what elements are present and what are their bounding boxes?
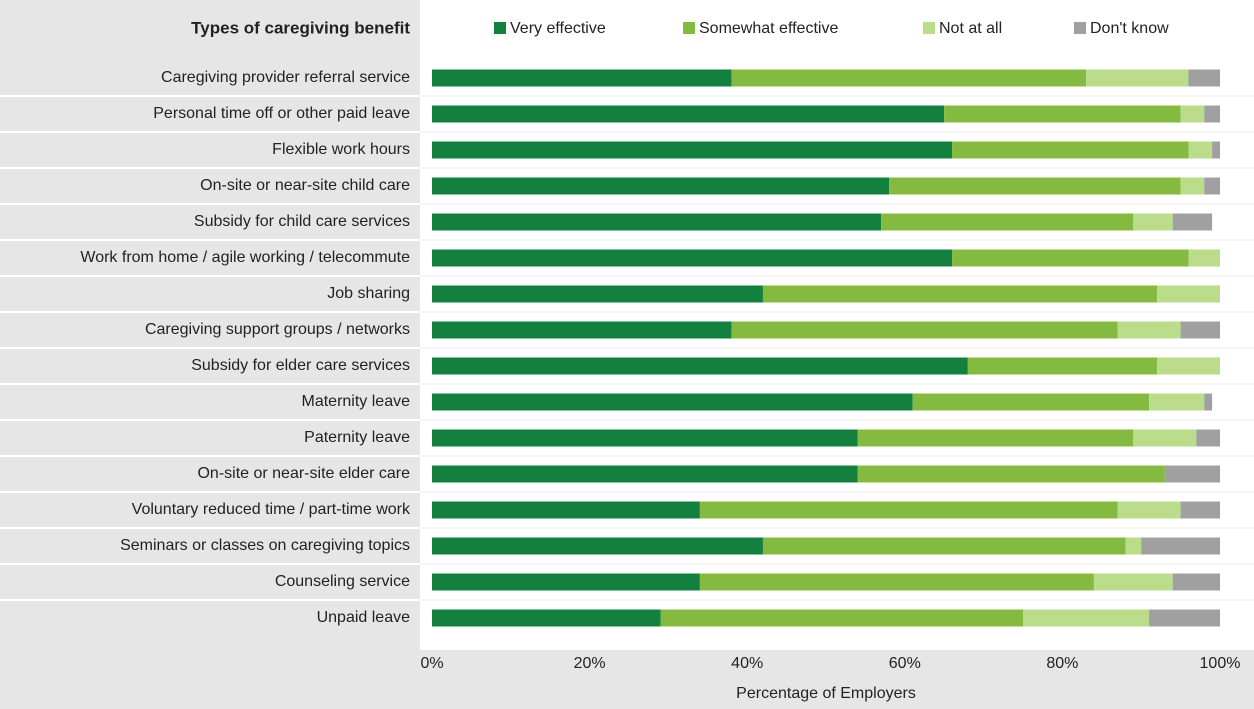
y-tick-label: Counseling service: [275, 573, 410, 590]
bar-segment: [432, 249, 953, 267]
bar-segment: [1180, 177, 1205, 195]
bar-segment: [432, 537, 763, 555]
legend-swatch: [1074, 22, 1086, 34]
bar-segment: [1204, 393, 1213, 411]
y-tick-label: Job sharing: [327, 285, 410, 302]
bar-segment: [432, 321, 732, 339]
y-tick-label: Unpaid leave: [317, 609, 411, 626]
bar-segment: [1172, 213, 1213, 231]
bar-segment: [1164, 465, 1220, 483]
bar-segment: [1188, 69, 1220, 87]
bar-segment: [857, 465, 1165, 483]
bar-segment: [1180, 105, 1205, 123]
bar-segment: [432, 501, 700, 519]
bar-segment: [1156, 285, 1220, 303]
bar-segment: [432, 429, 858, 447]
bar-segment: [1093, 573, 1173, 591]
bar-segment: [699, 573, 1094, 591]
bar-segment: [952, 141, 1189, 159]
bar-segment: [1117, 321, 1181, 339]
y-tick-label: Subsidy for elder care services: [191, 357, 410, 374]
bar-segment: [944, 105, 1181, 123]
bar-segment: [1086, 69, 1189, 87]
y-tick-label: On-site or near-site child care: [200, 177, 410, 194]
bar-segment: [881, 213, 1134, 231]
x-tick-label: 0%: [420, 655, 443, 672]
bar-segment: [1125, 537, 1142, 555]
bar-segment: [1188, 141, 1213, 159]
x-axis-title: Percentage of Employers: [736, 685, 916, 702]
bar-segment: [1180, 501, 1220, 519]
bar-segment: [1149, 609, 1220, 627]
chart-title: Types of caregiving benefit: [191, 18, 410, 37]
bar-segment: [699, 501, 1118, 519]
bar-segment: [1204, 105, 1220, 123]
bar-segment: [952, 249, 1189, 267]
y-tick-label: Flexible work hours: [272, 141, 410, 158]
y-tick-label: Personal time off or other paid leave: [153, 105, 410, 122]
bar-segment: [432, 393, 913, 411]
x-tick-label: 60%: [889, 655, 921, 672]
bar-segment: [432, 357, 968, 375]
legend-label: Somewhat effective: [699, 20, 838, 37]
x-tick-label: 80%: [1046, 655, 1078, 672]
bar-segment: [889, 177, 1181, 195]
y-tick-label: Paternity leave: [304, 429, 410, 446]
y-tick-label: Subsidy for child care services: [194, 213, 410, 230]
bar-segment: [1156, 357, 1220, 375]
bar-segment: [660, 609, 1023, 627]
bar-segment: [432, 573, 700, 591]
legend-swatch: [683, 22, 695, 34]
bar-segment: [432, 177, 890, 195]
bar-segment: [967, 357, 1157, 375]
legend-label: Don't know: [1090, 20, 1169, 37]
y-tick-label: Voluntary reduced time / part-time work: [132, 501, 411, 518]
x-tick-label: 20%: [574, 655, 606, 672]
bar-segment: [1149, 393, 1205, 411]
bar-segment: [432, 285, 763, 303]
bar-segment: [762, 537, 1126, 555]
bar-segment: [1212, 141, 1220, 159]
y-tick-label: Seminars or classes on caregiving topics: [120, 537, 410, 554]
bar-segment: [1141, 537, 1220, 555]
bar-segment: [1204, 177, 1220, 195]
bar-segment: [1023, 609, 1150, 627]
y-tick-label: On-site or near-site elder care: [197, 465, 410, 482]
bar-segment: [857, 429, 1134, 447]
bar-segment: [1196, 429, 1220, 447]
y-tick-label: Maternity leave: [302, 393, 411, 410]
y-tick-label: Caregiving support groups / networks: [145, 321, 410, 338]
bar-segment: [731, 321, 1118, 339]
bar-segment: [1133, 213, 1173, 231]
bar-segment: [731, 69, 1087, 87]
x-tick-label: 40%: [731, 655, 763, 672]
bar-segment: [432, 213, 882, 231]
bar-segment: [1188, 249, 1220, 267]
legend-label: Very effective: [510, 20, 606, 37]
x-tick-label: 100%: [1200, 655, 1241, 672]
bar-segment: [1117, 501, 1181, 519]
bar-segment: [432, 69, 732, 87]
bar-segment: [432, 105, 945, 123]
bar-segment: [432, 141, 953, 159]
bar-segment: [912, 393, 1150, 411]
bar-segment: [1172, 573, 1220, 591]
legend-label: Not at all: [939, 20, 1002, 37]
bar-segment: [432, 609, 661, 627]
legend-swatch: [923, 22, 935, 34]
bar-segment: [1180, 321, 1220, 339]
bar-segment: [432, 465, 858, 483]
y-tick-label: Caregiving provider referral service: [161, 69, 410, 86]
y-tick-label: Work from home / agile working / telecom…: [80, 249, 410, 266]
bar-segment: [762, 285, 1157, 303]
legend-swatch: [494, 22, 506, 34]
bar-segment: [1133, 429, 1197, 447]
